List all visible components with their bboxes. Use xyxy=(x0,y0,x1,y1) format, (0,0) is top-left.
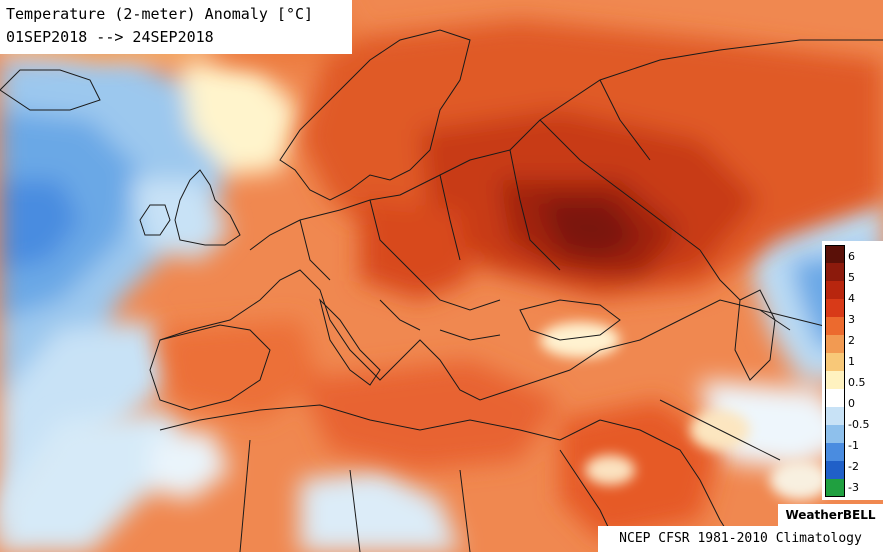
legend-label-neg-0-5: -0.5 xyxy=(848,418,870,431)
legend-label-1: 1 xyxy=(848,355,855,368)
legend-label-neg-2: -2 xyxy=(848,460,859,473)
legend-swatch xyxy=(825,353,845,372)
legend-swatch xyxy=(825,461,845,480)
legend-border xyxy=(825,245,845,497)
map-date-range: 01SEP2018 --> 24SEP2018 xyxy=(6,28,214,46)
climatology-label: NCEP CFSR 1981-2010 Climatology xyxy=(598,526,883,552)
legend-swatch xyxy=(825,425,845,444)
legend-label-0: 0 xyxy=(848,397,855,410)
legend-swatch xyxy=(825,371,845,390)
legend-swatch xyxy=(825,407,845,426)
legend-swatch xyxy=(825,281,845,300)
legend-label-4: 4 xyxy=(848,292,855,305)
north-africa-cool-region xyxy=(0,410,460,552)
coastlines xyxy=(0,29,883,552)
legend-label-6: 6 xyxy=(848,250,855,263)
legend-swatch xyxy=(825,263,845,282)
legend-swatch xyxy=(825,245,845,264)
legend-swatch xyxy=(825,479,845,497)
legend-swatch xyxy=(825,335,845,354)
map-title: Temperature (2-meter) Anomaly [°C] xyxy=(6,5,314,23)
legend-label-0-5: 0.5 xyxy=(848,376,866,389)
legend-swatch xyxy=(825,443,845,462)
legend-swatch xyxy=(825,317,845,336)
legend-label-neg-1: -1 xyxy=(848,439,859,452)
map-title-box: Temperature (2-meter) Anomaly [°C] 01SEP… xyxy=(0,0,352,54)
legend-swatch xyxy=(825,389,845,408)
legend-color-bar xyxy=(825,245,845,497)
legend-label-3: 3 xyxy=(848,313,855,326)
legend-swatch xyxy=(825,299,845,318)
brand-label: WeatherBELL xyxy=(778,504,883,526)
legend-label-neg-3: -3 xyxy=(848,481,859,494)
legend-label-5: 5 xyxy=(848,271,855,284)
color-legend: 6 5 4 3 2 1 0.5 0 -0.5 -1 -2 -3 xyxy=(822,241,883,500)
legend-label-2: 2 xyxy=(848,334,855,347)
